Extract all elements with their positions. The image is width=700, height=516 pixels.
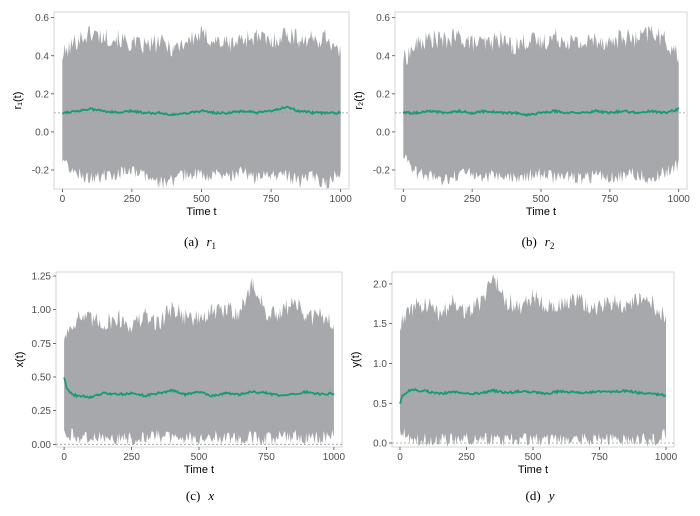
- y-tick-label: 0.0: [373, 439, 387, 450]
- x-axis-label: Time t: [184, 464, 214, 476]
- x-tick-label: 1000: [323, 452, 346, 463]
- chart-panel-b: 0 250 500 750 1000 Time t -0.2 0.0 0.2 0.4 0.6 r₂(t…: [353, 11, 690, 251]
- chart-panel-d: 0 250 500 750 1000 Time t 0.0 0.5 1.0 1.5 2.0 y(t) (…: [350, 271, 678, 503]
- caption-subscript: 2: [550, 241, 555, 251]
- x-axis-label: Time t: [526, 206, 556, 218]
- y-tick-label: 0.0: [376, 127, 390, 138]
- x-axis: 0 250 500 750 1000 Time t: [397, 447, 678, 476]
- y-axis-label: r₂(t): [353, 91, 365, 109]
- x-tick-label: 750: [591, 452, 608, 463]
- x-axis-label: Time t: [518, 464, 548, 476]
- x-tick-label: 1000: [668, 194, 691, 205]
- y-tick-label: 0.5: [373, 399, 387, 410]
- y-tick-label: 0.00: [32, 440, 52, 451]
- caption-subscript: 1: [212, 241, 217, 251]
- y-axis-label: r₁(t): [12, 92, 24, 110]
- chart-panel-a: 0 250 500 750 1000 Time t -0.2 0.0 0.2 0.4 0.6 r₁(t…: [12, 11, 353, 251]
- y-axis: -0.2 0.0 0.2 0.4 0.6 r₁(t): [12, 13, 54, 176]
- x-axis: 0 250 500 750 1000 Time t: [60, 189, 353, 218]
- x-tick-label: 500: [193, 194, 210, 205]
- x-tick-label: 750: [258, 452, 275, 463]
- x-tick-label: 0: [400, 194, 406, 205]
- x-tick-label: 0: [61, 452, 67, 463]
- y-tick-label: 0.4: [35, 51, 49, 62]
- x-tick-label: 0: [60, 194, 66, 205]
- x-tick-label: 750: [263, 194, 280, 205]
- caption-symbol: x: [207, 488, 214, 503]
- caption-symbol: r: [206, 234, 212, 249]
- x-tick-label: 250: [458, 452, 475, 463]
- x-axis-label: Time t: [186, 206, 216, 218]
- x-tick-label: 750: [602, 194, 619, 205]
- y-tick-label: 0.2: [35, 89, 49, 100]
- y-axis-label: y(t): [350, 352, 362, 368]
- y-tick-label: 0.2: [376, 89, 390, 100]
- y-tick-label: 0.0: [35, 127, 49, 138]
- y-tick-label: 0.50: [32, 373, 52, 384]
- y-tick-label: -0.2: [32, 165, 50, 176]
- x-tick-label: 1000: [330, 194, 353, 205]
- y-axis: 0.00 0.25 0.50 0.75 1.00 1.25 x(t): [14, 272, 56, 451]
- x-tick-label: 500: [525, 452, 542, 463]
- panel-caption: (a) r1: [184, 234, 216, 251]
- y-axis: -0.2 0.0 0.2 0.4 0.6 r₂(t): [353, 13, 395, 176]
- y-tick-label: 1.00: [32, 305, 52, 316]
- y-axis-label: x(t): [14, 352, 26, 368]
- x-axis: 0 250 500 750 1000 Time t: [61, 447, 345, 476]
- mean-line: [402, 106, 680, 118]
- caption-prefix: (a): [184, 234, 198, 249]
- x-tick-label: 500: [533, 194, 550, 205]
- x-axis: 0 250 500 750 1000 Time t: [400, 189, 690, 218]
- y-tick-label: 0.75: [32, 339, 52, 350]
- x-tick-label: 500: [191, 452, 208, 463]
- y-tick-label: 0.6: [35, 13, 49, 24]
- caption-prefix: (d): [526, 488, 541, 503]
- y-axis: 0.0 0.5 1.0 1.5 2.0 y(t): [350, 279, 392, 450]
- panel-caption: (c) x: [186, 488, 214, 503]
- x-tick-label: 0: [397, 452, 403, 463]
- y-tick-label: 1.5: [373, 319, 387, 330]
- x-tick-label: 250: [124, 194, 141, 205]
- mean-line: [62, 105, 341, 117]
- x-tick-label: 1000: [655, 452, 678, 463]
- y-tick-label: 1.0: [373, 359, 387, 370]
- confidence-band: [64, 277, 334, 446]
- x-tick-label: 250: [123, 452, 140, 463]
- y-tick-label: -0.2: [373, 165, 391, 176]
- mean-line: [399, 387, 667, 404]
- x-tick-label: 250: [464, 194, 481, 205]
- y-tick-label: 0.4: [376, 51, 390, 62]
- confidence-band: [403, 25, 679, 186]
- confidence-band: [400, 274, 666, 447]
- panel-caption: (d) y: [526, 488, 555, 503]
- y-tick-label: 0.25: [32, 406, 52, 417]
- mean-line: [63, 377, 335, 399]
- caption-symbol: r: [545, 234, 551, 249]
- y-tick-label: 1.25: [32, 272, 52, 283]
- chart-panel-c: 0 250 500 750 1000 Time t 0.00 0.25 0.50 0.75 1.00…: [14, 272, 345, 503]
- confidence-band: [62, 25, 341, 189]
- panel-caption: (b) r2: [522, 234, 555, 251]
- caption-symbol: y: [547, 488, 555, 503]
- y-tick-label: 2.0: [373, 279, 387, 290]
- y-tick-label: 0.6: [376, 13, 390, 24]
- caption-prefix: (b): [522, 234, 537, 249]
- caption-prefix: (c): [186, 488, 200, 503]
